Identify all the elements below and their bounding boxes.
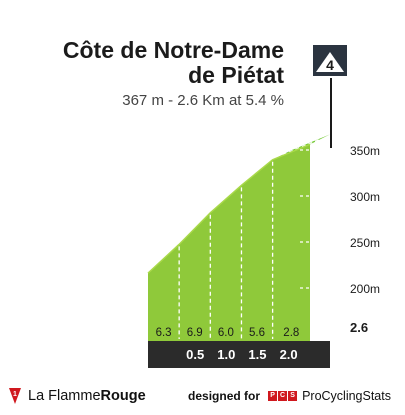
designed-for-label: designed for xyxy=(188,389,261,403)
distance-base-band xyxy=(148,341,330,368)
gradient-label: 6.9 xyxy=(187,327,203,339)
profile-layer: 200m 250m 300m 350m 6.3 6.9 6.0 5.6 2.8 0.5 1.0 1.5… xyxy=(147,134,380,368)
category-marker: 4 xyxy=(311,43,349,148)
climb-title-line2: de Piétat xyxy=(188,62,284,88)
y-tick-label: 300m xyxy=(350,190,380,204)
distance-label: 2.0 xyxy=(280,347,298,362)
pcs-name: ProCyclingStats xyxy=(302,389,391,403)
climb-title-line1: Côte de Notre-Dame xyxy=(62,37,284,63)
gradient-label: 5.6 xyxy=(249,327,265,339)
svg-text:1: 1 xyxy=(13,391,17,398)
y-tick-label: 200m xyxy=(350,282,380,296)
y-tick-label: 350m xyxy=(350,144,380,158)
profile-ridge-line xyxy=(147,143,311,274)
profile-front-face xyxy=(148,144,310,341)
mountain-icon xyxy=(316,52,344,72)
climb-title: Côte de Notre-Dame de Piétat xyxy=(63,38,284,88)
laflammerouge-logo: 1 La FlammeRouge xyxy=(8,386,146,406)
distance-label: 1.0 xyxy=(217,347,235,362)
gradient-label: 6.0 xyxy=(218,327,234,339)
brand-name: La FlammeRouge xyxy=(28,388,146,404)
pcs-logo: P C S xyxy=(268,391,298,401)
climb-summary: 367 m - 2.6 Km at 5.4 % xyxy=(122,92,284,109)
pcs-letter: S xyxy=(288,391,298,401)
category-label: 4 xyxy=(326,57,334,73)
pcs-letter: C xyxy=(278,391,288,401)
distance-label: 0.5 xyxy=(186,347,204,362)
distance-label: 1.5 xyxy=(248,347,266,362)
pcs-credit: designed for P C S ProCyclingStats xyxy=(188,386,391,406)
end-distance-label: 2.6 xyxy=(350,320,368,335)
y-tick-label: 250m xyxy=(350,236,380,250)
gradient-label: 2.8 xyxy=(283,327,299,339)
gradient-label: 6.3 xyxy=(156,327,172,339)
flamme-rouge-icon: 1 xyxy=(9,388,21,404)
pcs-letter: P xyxy=(268,391,278,401)
